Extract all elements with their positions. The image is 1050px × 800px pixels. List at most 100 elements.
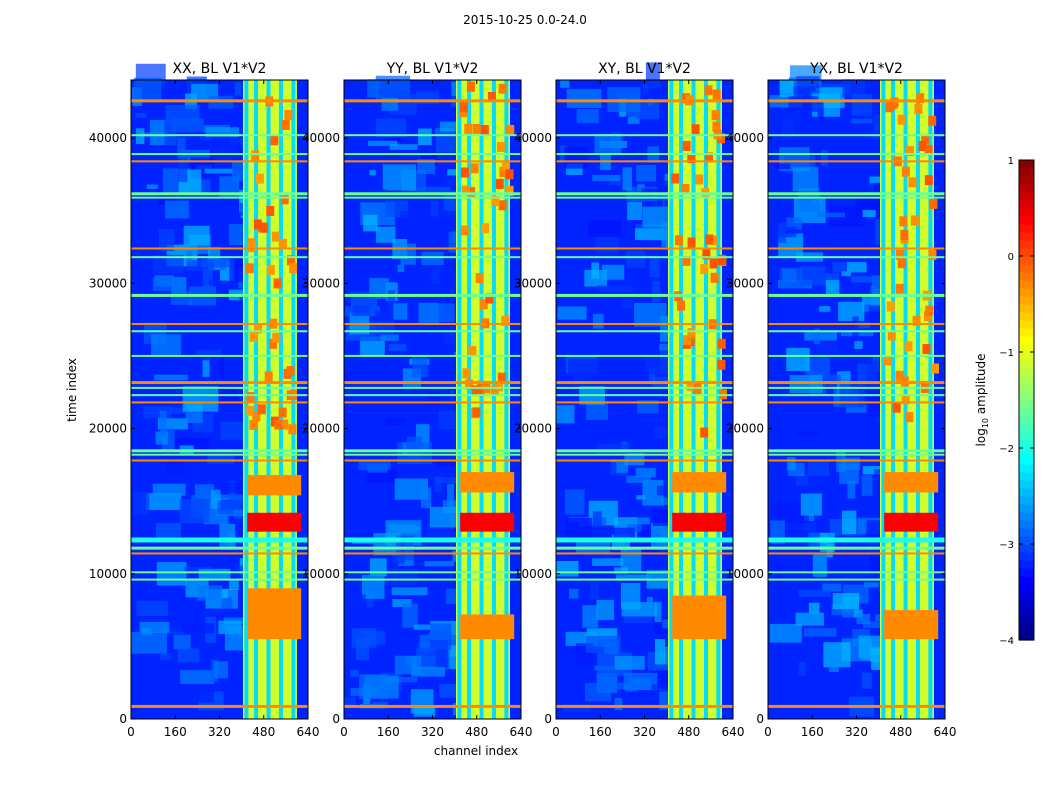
channel-streak bbox=[881, 80, 886, 719]
signal-spot bbox=[498, 200, 507, 211]
y-tick-label: 40000 bbox=[89, 131, 127, 145]
noise-patch bbox=[623, 672, 658, 691]
y-tick-label: 10000 bbox=[89, 567, 127, 581]
rfi-line bbox=[556, 552, 733, 555]
noise-patch bbox=[366, 593, 374, 608]
rfi-blob bbox=[905, 472, 918, 493]
colorbar-segment bbox=[1019, 616, 1034, 625]
rfi-line bbox=[556, 256, 733, 259]
signal-spot bbox=[924, 175, 933, 186]
rfi-blob bbox=[884, 472, 897, 493]
x-tick-label: 480 bbox=[252, 725, 275, 739]
signal-spot bbox=[918, 141, 927, 152]
noise-patch bbox=[652, 281, 660, 303]
noise-patch bbox=[156, 523, 181, 541]
x-tick-label: 320 bbox=[845, 725, 868, 739]
rfi-blob bbox=[926, 472, 939, 493]
noise-patch bbox=[831, 603, 853, 616]
noise-patch bbox=[393, 303, 408, 320]
rfi-line bbox=[768, 293, 945, 297]
noise-patch bbox=[832, 593, 860, 610]
rfi-line bbox=[556, 196, 733, 199]
y-tick-label: 20000 bbox=[514, 422, 552, 436]
signal-spot bbox=[480, 125, 489, 136]
rfi-line bbox=[131, 571, 308, 574]
rfi-line bbox=[131, 153, 308, 156]
noise-patch bbox=[829, 652, 839, 673]
colorbar-label: log10 amplitude bbox=[974, 320, 990, 480]
signal-spot bbox=[687, 237, 696, 248]
noise-patch bbox=[779, 80, 794, 97]
x-tick-label: 640 bbox=[722, 725, 745, 739]
noise-patch bbox=[419, 634, 430, 652]
noise-patch bbox=[152, 483, 186, 496]
channel-streak bbox=[467, 80, 472, 719]
signal-spot bbox=[497, 372, 506, 383]
noise-patch bbox=[565, 489, 585, 515]
channel-streak bbox=[703, 80, 708, 719]
noise-patch bbox=[594, 133, 622, 154]
colorbar-tick-label: −3 bbox=[999, 540, 1014, 551]
noise-patch bbox=[842, 510, 857, 535]
rfi-blob bbox=[278, 475, 291, 496]
colorbar-segment bbox=[1019, 240, 1034, 249]
noise-patch bbox=[614, 697, 623, 711]
colorbar-segment bbox=[1019, 264, 1034, 273]
noise-patch bbox=[641, 188, 663, 194]
signal-spot bbox=[929, 198, 938, 209]
signal-spot bbox=[475, 273, 484, 284]
noise-patch bbox=[597, 285, 634, 292]
rfi-line bbox=[131, 196, 308, 199]
rfi-line bbox=[556, 247, 733, 250]
noise-patch bbox=[559, 270, 590, 288]
x-tick-label: 320 bbox=[208, 725, 231, 739]
rfi-line bbox=[344, 196, 521, 199]
rfi-line bbox=[344, 99, 521, 103]
rfi-line bbox=[131, 459, 308, 462]
colorbar-segment bbox=[1019, 344, 1034, 353]
signal-spot bbox=[506, 124, 515, 135]
colorbar-tick-label: 1 bbox=[1008, 156, 1014, 167]
noise-patch bbox=[567, 358, 599, 375]
noise-patch bbox=[778, 222, 787, 243]
colorbar-segment bbox=[1019, 256, 1034, 265]
channel-streak bbox=[679, 80, 684, 719]
rfi-line bbox=[768, 247, 945, 250]
signal-spot bbox=[472, 407, 481, 418]
signal-spot bbox=[460, 225, 469, 236]
channel-streak bbox=[716, 80, 721, 719]
noise-patch bbox=[345, 594, 366, 607]
colorbar-label-prefix: log bbox=[973, 428, 988, 447]
signal-spot bbox=[458, 107, 467, 118]
colorbar-segment bbox=[1019, 424, 1034, 433]
signal-spot bbox=[272, 332, 281, 343]
colorbar-segment bbox=[1019, 312, 1034, 321]
rfi-line bbox=[344, 322, 521, 325]
noise-patch bbox=[143, 406, 172, 419]
noise-patch bbox=[164, 200, 189, 219]
noise-patch bbox=[860, 654, 895, 661]
signal-spot bbox=[467, 186, 476, 197]
signal-spot bbox=[257, 404, 266, 415]
rfi-line bbox=[768, 196, 945, 199]
signal-spot bbox=[274, 419, 283, 430]
rfi-line bbox=[131, 394, 308, 397]
signal-spot bbox=[462, 368, 471, 379]
signal-spot bbox=[496, 142, 505, 153]
x-tick-label: 640 bbox=[510, 725, 533, 739]
cyan-band bbox=[131, 537, 308, 543]
cyan-band bbox=[556, 537, 733, 543]
rfi-blob bbox=[481, 472, 494, 493]
noise-patch bbox=[795, 474, 809, 486]
rfi-blob bbox=[470, 472, 483, 493]
rfi-blob bbox=[289, 475, 302, 496]
noise-patch bbox=[435, 128, 455, 135]
noise-patch bbox=[351, 628, 377, 648]
noise-patch bbox=[626, 475, 651, 483]
y-tick-label: 0 bbox=[332, 712, 340, 726]
x-axis-label: channel index bbox=[433, 744, 519, 758]
signal-spot bbox=[472, 123, 481, 134]
noise-patch bbox=[841, 271, 851, 277]
signal-spot bbox=[914, 104, 923, 115]
